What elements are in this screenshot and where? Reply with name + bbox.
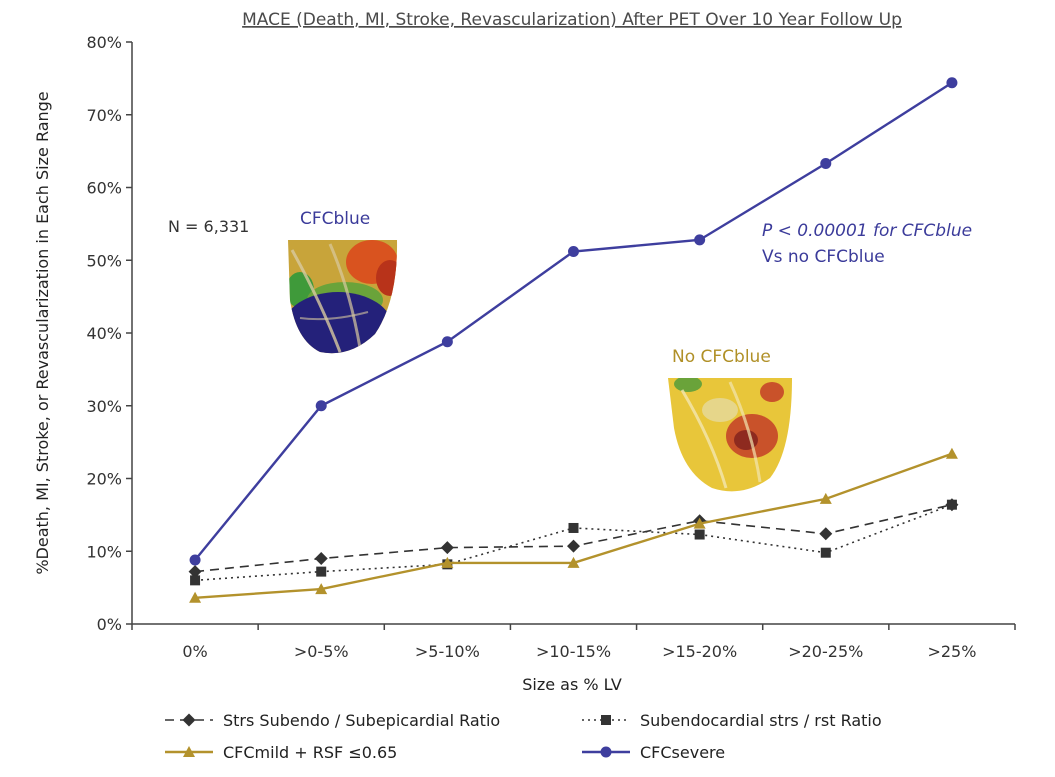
data-point (694, 234, 706, 246)
no-cfcblue-label: No CFCblue (672, 347, 771, 367)
data-point (315, 583, 328, 595)
legend-label: CFCsevere (640, 743, 725, 762)
data-point (189, 591, 202, 603)
x-tick-label: >5-10% (415, 642, 480, 661)
data-point (568, 522, 579, 533)
legend-item: Subendocardial strs / rst Ratio (582, 711, 882, 730)
legend-label: Subendocardial strs / rst Ratio (640, 711, 882, 730)
data-point (820, 157, 832, 169)
x-tick-label: 0% (182, 642, 207, 661)
data-point (189, 554, 201, 566)
cfcblue-label: CFCblue (300, 209, 370, 229)
data-point (946, 77, 958, 89)
series-triangle (189, 447, 958, 603)
p-value-label: P < 0.00001 for CFCblue (762, 221, 972, 241)
y-axis-title: %Death, MI, Stroke, or Revascularization… (33, 91, 52, 574)
legend-item: CFCsevere (582, 743, 725, 762)
axes (131, 42, 1015, 625)
y-tick-label: 70% (86, 106, 122, 125)
data-point (567, 556, 580, 568)
legend-swatch-marker (183, 746, 195, 757)
data-point (819, 492, 832, 504)
data-point (188, 565, 202, 579)
data-point (314, 552, 328, 566)
data-point (316, 566, 327, 577)
legend: Strs Subendo / Subepicardial Ratio Subend… (165, 711, 882, 762)
no-cfcblue-heart-map (668, 378, 792, 492)
x-tick-label: >20-25% (788, 642, 863, 661)
legend-label: Strs Subendo / Subepicardial Ratio (223, 711, 500, 730)
series-circle (189, 77, 958, 566)
n-label: N = 6,331 (168, 217, 249, 236)
y-tick-label: 30% (86, 397, 122, 416)
data-point (568, 246, 579, 258)
data-point (190, 575, 201, 586)
legend-swatch-marker (601, 715, 611, 725)
data-point (819, 527, 833, 541)
x-tick-label: >25% (927, 642, 976, 661)
y-tick-label: 10% (86, 542, 122, 561)
data-point (946, 499, 957, 510)
y-tick-label: 0% (97, 615, 122, 634)
data-point (315, 400, 327, 412)
y-tick-label: 60% (86, 179, 122, 198)
legend-label: CFCmild + RSF ≤0.65 (223, 743, 397, 762)
series-layer (188, 77, 959, 603)
cfcblue-heart-map (288, 240, 398, 354)
y-tick-label: 40% (86, 324, 122, 343)
y-tick-label: 50% (86, 251, 122, 270)
data-point (440, 541, 454, 555)
legend-item: CFCmild + RSF ≤0.65 (165, 743, 397, 762)
y-ticks: 0% 10% 20% 30% 40% 50% 60% 70% 80% (86, 33, 132, 634)
data-point (441, 336, 453, 348)
x-tick-label: >10-15% (536, 642, 611, 661)
data-point (945, 447, 958, 459)
legend-swatch-marker (182, 713, 196, 727)
x-axis-title: Size as % LV (522, 675, 622, 694)
x-ticks: 0% >0-5% >5-10% >10-15% >15-20% >20-25% >25% (131, 624, 1016, 661)
data-point (441, 556, 454, 568)
x-tick-label: >0-5% (294, 642, 349, 661)
data-point (820, 547, 831, 558)
p-value-label-line2: Vs no CFCblue (762, 247, 885, 267)
chart-title: MACE (Death, MI, Stroke, Revascularizati… (242, 10, 902, 30)
legend-swatch-marker (600, 746, 612, 758)
y-tick-label: 20% (86, 470, 122, 489)
data-point (693, 517, 706, 529)
y-tick-label: 80% (86, 33, 122, 52)
data-point (694, 529, 705, 540)
data-point (567, 539, 580, 553)
legend-item: Strs Subendo / Subepicardial Ratio (165, 711, 500, 730)
x-tick-label: >15-20% (662, 642, 737, 661)
